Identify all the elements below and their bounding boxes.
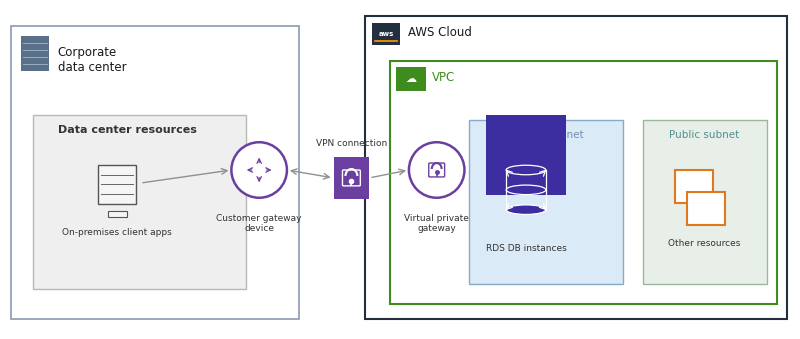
Ellipse shape (506, 205, 546, 215)
Text: Public subnet: Public subnet (670, 130, 740, 140)
Circle shape (231, 142, 287, 198)
FancyBboxPatch shape (33, 116, 246, 289)
FancyBboxPatch shape (372, 23, 400, 45)
FancyBboxPatch shape (429, 163, 445, 177)
Circle shape (409, 142, 465, 198)
Text: On-premises client apps: On-premises client apps (62, 227, 172, 237)
FancyBboxPatch shape (470, 120, 623, 284)
Text: VPC: VPC (432, 71, 455, 84)
Text: Customer gateway
device: Customer gateway device (217, 214, 302, 233)
FancyBboxPatch shape (21, 36, 49, 71)
Text: VPN connection: VPN connection (316, 139, 387, 148)
FancyBboxPatch shape (11, 26, 299, 319)
Text: RDS DB instances: RDS DB instances (486, 244, 566, 253)
Text: Private subnet: Private subnet (508, 130, 584, 140)
Text: Corporate
data center: Corporate data center (58, 46, 126, 74)
FancyBboxPatch shape (366, 16, 787, 319)
FancyBboxPatch shape (686, 192, 726, 224)
FancyBboxPatch shape (109, 212, 127, 217)
FancyBboxPatch shape (674, 170, 714, 203)
Text: Data center resources: Data center resources (58, 125, 197, 135)
FancyBboxPatch shape (396, 67, 426, 91)
FancyBboxPatch shape (98, 165, 136, 204)
Text: ☁: ☁ (406, 74, 417, 84)
FancyBboxPatch shape (486, 116, 566, 195)
Text: AWS Cloud: AWS Cloud (408, 26, 472, 39)
FancyBboxPatch shape (342, 170, 360, 186)
FancyBboxPatch shape (334, 157, 370, 199)
Ellipse shape (506, 185, 546, 195)
Text: Virtual private
gateway: Virtual private gateway (404, 214, 469, 233)
FancyBboxPatch shape (643, 120, 767, 284)
FancyBboxPatch shape (390, 61, 777, 304)
Ellipse shape (506, 165, 546, 175)
Text: aws: aws (378, 31, 394, 37)
Text: Other resources: Other resources (668, 239, 741, 248)
